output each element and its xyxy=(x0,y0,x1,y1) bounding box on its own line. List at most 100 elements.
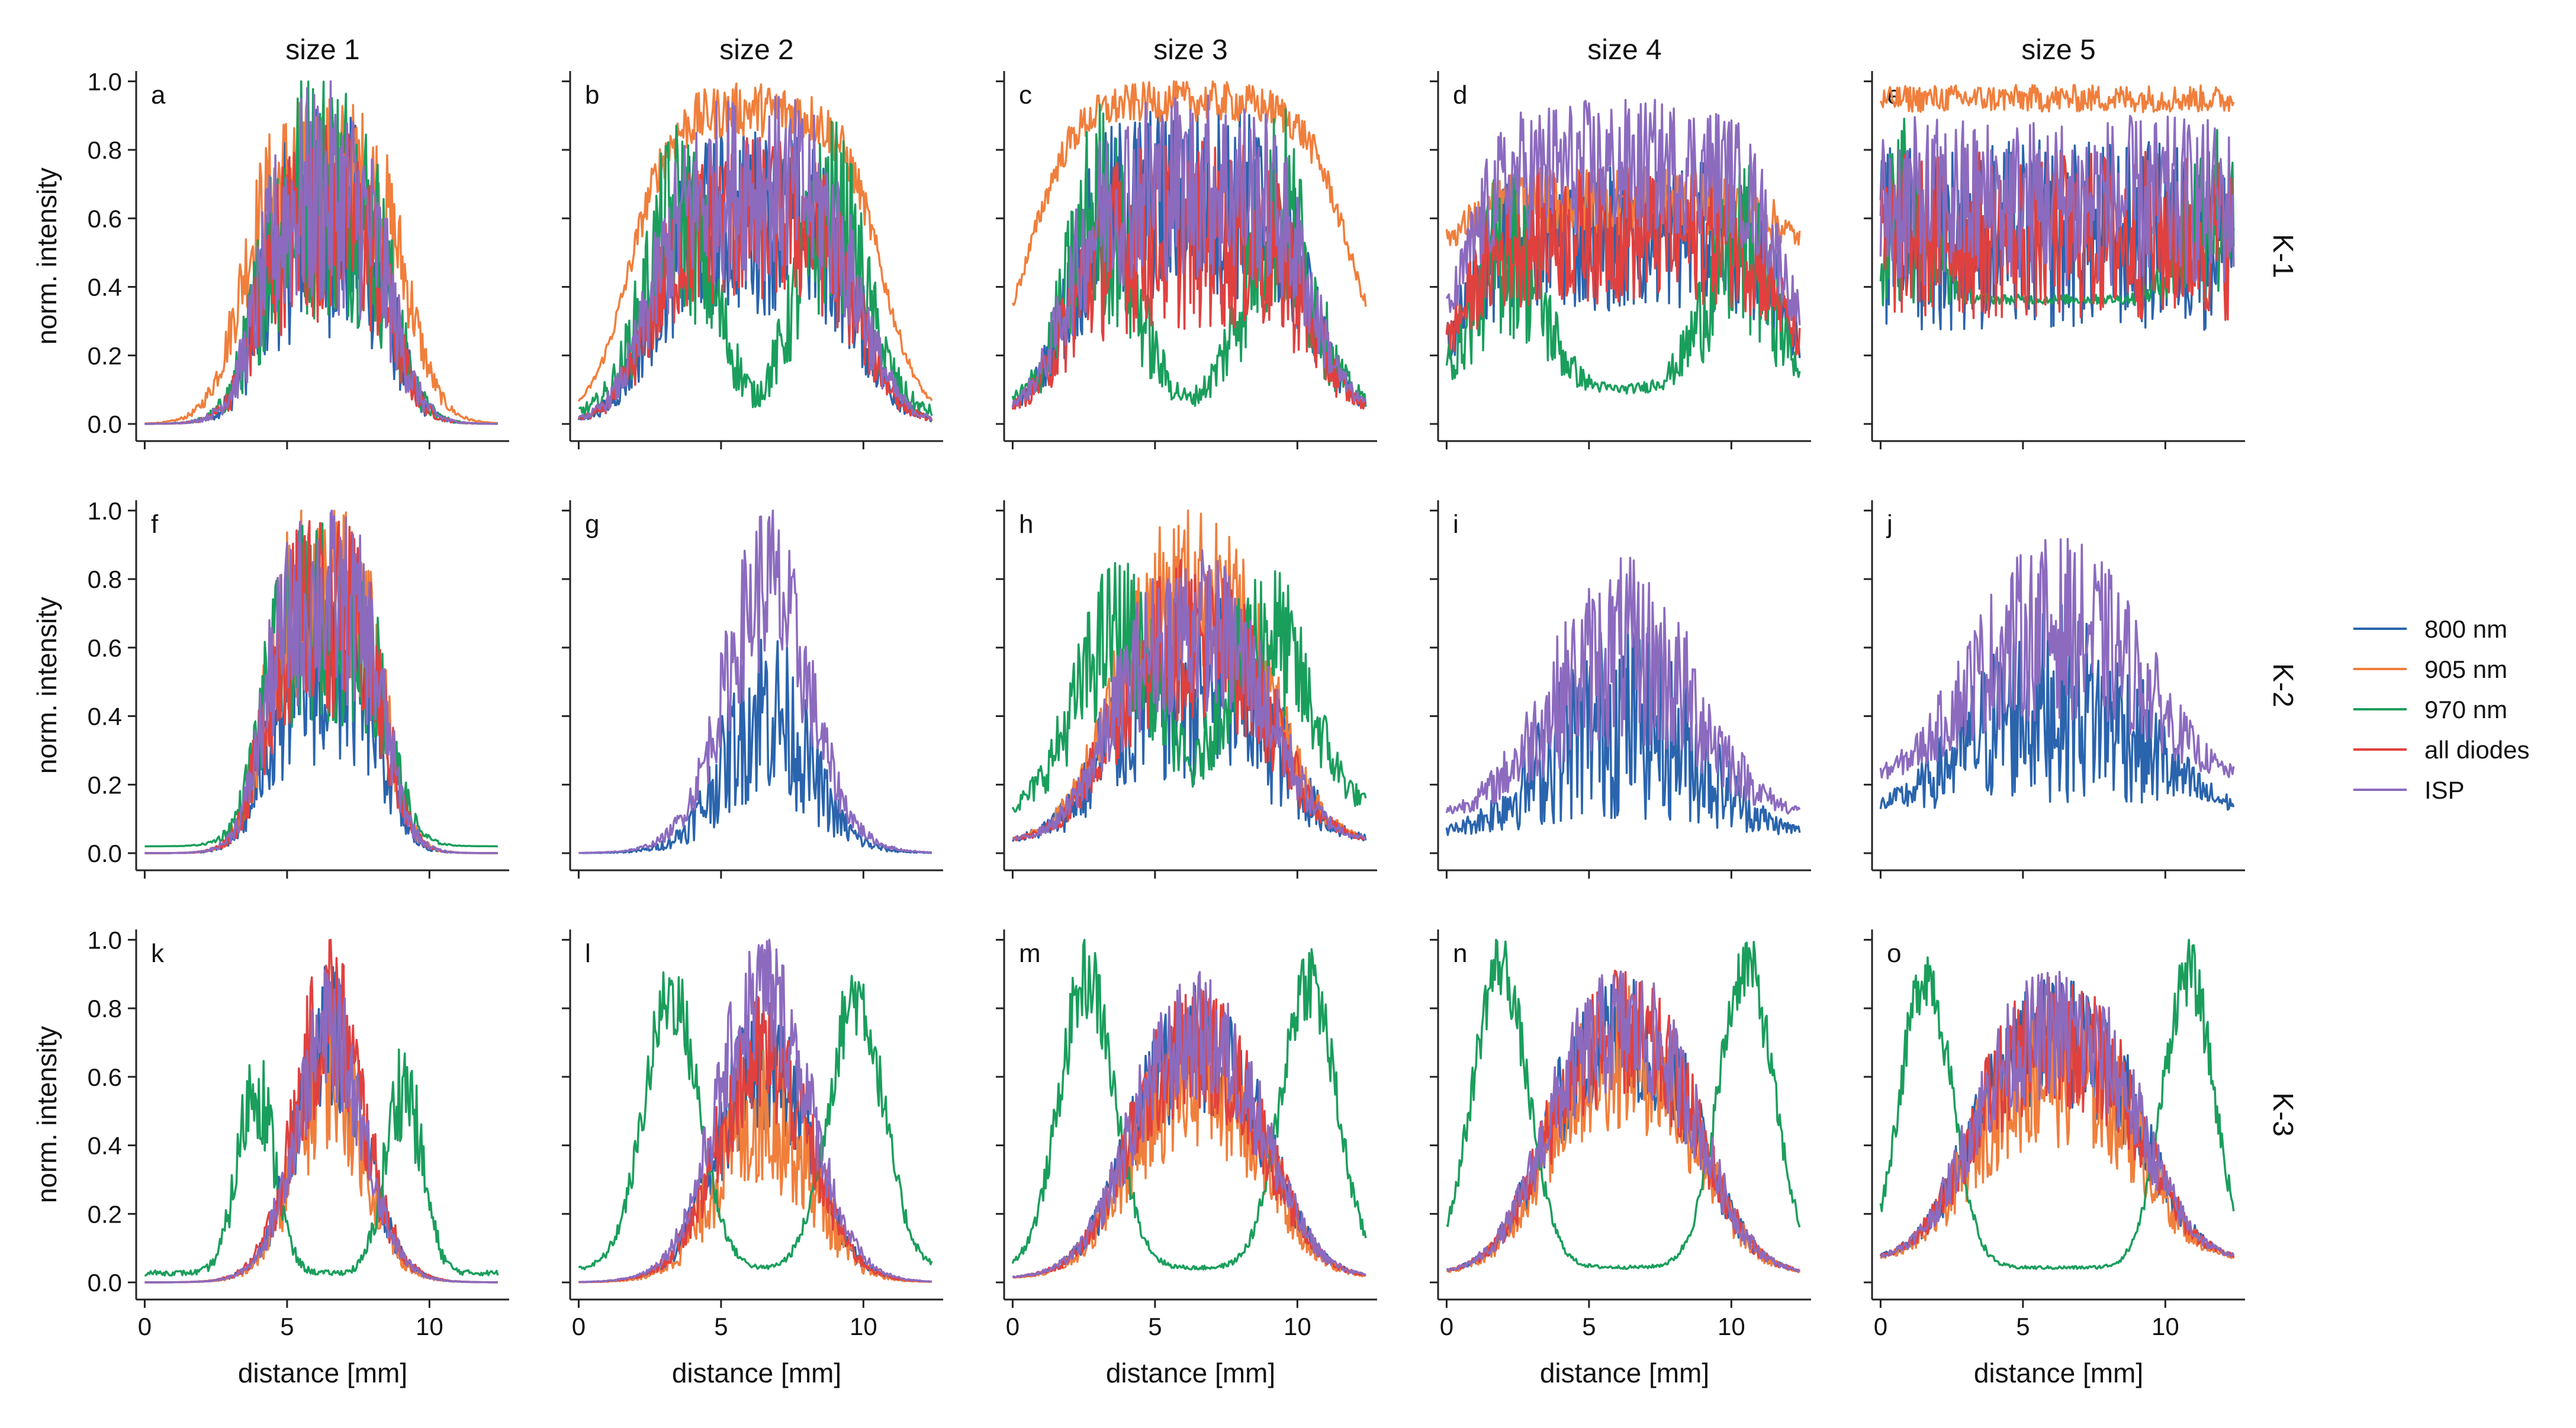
series-line-970-nm xyxy=(1011,938,1367,1271)
series-line-970-nm xyxy=(1446,938,1801,1270)
panel-letter: c xyxy=(1019,81,1032,110)
y-tick-label: 0.0 xyxy=(88,1269,122,1297)
series-line-ISP xyxy=(1879,114,2235,287)
series-line-970-nm xyxy=(144,1049,499,1277)
x-tick-label: 0 xyxy=(1440,1313,1453,1340)
panel-letter: d xyxy=(1453,81,1467,110)
y-tick-label: 0.2 xyxy=(88,1200,122,1228)
panel-letter: l xyxy=(585,939,591,968)
x-tick-label: 10 xyxy=(2152,1313,2179,1340)
x-tick-label: 0 xyxy=(1006,1313,1020,1340)
x-tick-label: 5 xyxy=(1582,1313,1596,1340)
series-line-905-nm xyxy=(578,1035,932,1284)
y-tick-label: 1.0 xyxy=(88,67,122,95)
x-tick-label: 10 xyxy=(1718,1313,1745,1340)
legend-label: 905 nm xyxy=(2424,655,2507,683)
panel-letter: j xyxy=(1886,510,1893,539)
series-line-905-nm xyxy=(1011,80,1367,307)
x-axis-title: distance [mm] xyxy=(1540,1358,1709,1388)
panel-letter: b xyxy=(585,81,599,110)
panel-letter: a xyxy=(151,81,166,110)
row-title: K-2 xyxy=(2267,663,2298,707)
x-tick-label: 5 xyxy=(2016,1313,2030,1340)
series-line-800-nm xyxy=(578,638,932,854)
y-tick-label: 0.4 xyxy=(88,703,122,731)
row-title: K-3 xyxy=(2267,1092,2298,1137)
series-line-905-nm xyxy=(1879,83,2235,114)
series-line-ISP xyxy=(1445,99,1801,326)
x-tick-label: 0 xyxy=(1874,1313,1887,1340)
series-line-ISP xyxy=(578,938,932,1284)
series-line-ISP xyxy=(1012,971,1366,1279)
panel-e: e xyxy=(1864,71,2245,449)
panel-letter: k xyxy=(151,939,165,968)
series-line-ISP xyxy=(1445,557,1801,815)
legend: 800 nm 905 nm 970 nm all diodes ISP xyxy=(2353,615,2529,804)
y-tick-label: 0.6 xyxy=(88,205,122,233)
series-line-ISP xyxy=(578,509,932,854)
y-tick-label: 0.6 xyxy=(88,634,122,662)
y-tick-label: 0.6 xyxy=(88,1063,122,1091)
panel-l: 0 5 10 l xyxy=(562,930,943,1340)
legend-label: ISP xyxy=(2424,776,2465,804)
series-line-970-nm xyxy=(144,522,498,848)
legend-label: all diodes xyxy=(2424,736,2529,764)
x-tick-label: 0 xyxy=(572,1313,586,1340)
series-line-ISP xyxy=(144,80,498,425)
series-line-ISP xyxy=(577,95,933,421)
panel-letter: f xyxy=(151,510,159,539)
panel-h: h xyxy=(996,500,1377,879)
column-title: size 1 xyxy=(285,34,359,66)
panel-letter: g xyxy=(585,510,599,539)
panel-b: b xyxy=(562,71,943,449)
y-axis-title: norm. intensity xyxy=(31,597,62,774)
panel-letter: i xyxy=(1453,510,1459,539)
panel-f: 0.0 0.2 0.4 0.6 0.8 1.0 f xyxy=(88,497,509,879)
x-axis-title: distance [mm] xyxy=(238,1358,407,1388)
column-title: size 2 xyxy=(719,34,793,66)
y-tick-label: 0.8 xyxy=(88,565,122,593)
series-line-ISP xyxy=(1880,970,2235,1258)
series-line-ISP xyxy=(144,509,498,854)
panel-letter: m xyxy=(1019,939,1041,968)
panel-m: 0 5 10 m xyxy=(996,930,1377,1340)
series-line-800-nm xyxy=(1445,622,1801,837)
series-line-ISP xyxy=(1012,549,1366,841)
column-title: size 5 xyxy=(2021,34,2095,66)
y-tick-label: 0.8 xyxy=(88,995,122,1022)
x-tick-label: 0 xyxy=(138,1313,152,1340)
y-tick-label: 0.0 xyxy=(88,840,122,867)
panel-k: 0.0 0.2 0.4 0.6 0.8 1.0 0 5 10 k xyxy=(88,926,509,1340)
panel-d: d xyxy=(1430,71,1811,449)
y-tick-label: 0.0 xyxy=(88,410,122,438)
row-title: K-1 xyxy=(2267,234,2298,278)
x-axis-title: distance [mm] xyxy=(1974,1358,2143,1388)
panel-a: 0.0 0.2 0.4 0.6 0.8 1.0 a xyxy=(88,67,509,449)
series-line-all-diodes xyxy=(144,938,498,1284)
series-line-all-diodes xyxy=(1879,150,2235,321)
panel-letter: o xyxy=(1887,939,1901,968)
y-tick-label: 0.8 xyxy=(88,136,122,164)
y-tick-label: 0.2 xyxy=(88,771,122,799)
column-title: size 3 xyxy=(1153,34,1227,66)
y-tick-label: 0.2 xyxy=(88,342,122,369)
series-line-ISP xyxy=(1446,970,1800,1273)
panel-c: c xyxy=(996,71,1377,449)
y-axis-title: norm. intensity xyxy=(31,1026,62,1203)
panel-o: 0 5 10 o xyxy=(1864,930,2245,1340)
legend-label: 970 nm xyxy=(2424,696,2507,723)
x-tick-label: 10 xyxy=(1284,1313,1311,1340)
y-axis-title: norm. intensity xyxy=(31,168,62,345)
series-line-970-nm xyxy=(578,971,933,1271)
x-axis-title: distance [mm] xyxy=(672,1358,841,1388)
series-line-ISP xyxy=(1879,538,2235,780)
panel-i: i xyxy=(1430,500,1811,879)
x-tick-label: 10 xyxy=(850,1313,877,1340)
panel-grid: 0.0 0.2 0.4 0.6 0.8 1.0 a b c d e 0.0 0.2 0.4 0.6 0.8 1.… xyxy=(31,34,2298,1388)
y-tick-label: 0.4 xyxy=(88,1132,122,1160)
x-tick-label: 5 xyxy=(280,1313,294,1340)
series-line-905-nm xyxy=(144,98,499,424)
series-line-905-nm xyxy=(577,82,933,402)
x-tick-label: 5 xyxy=(1148,1313,1162,1340)
